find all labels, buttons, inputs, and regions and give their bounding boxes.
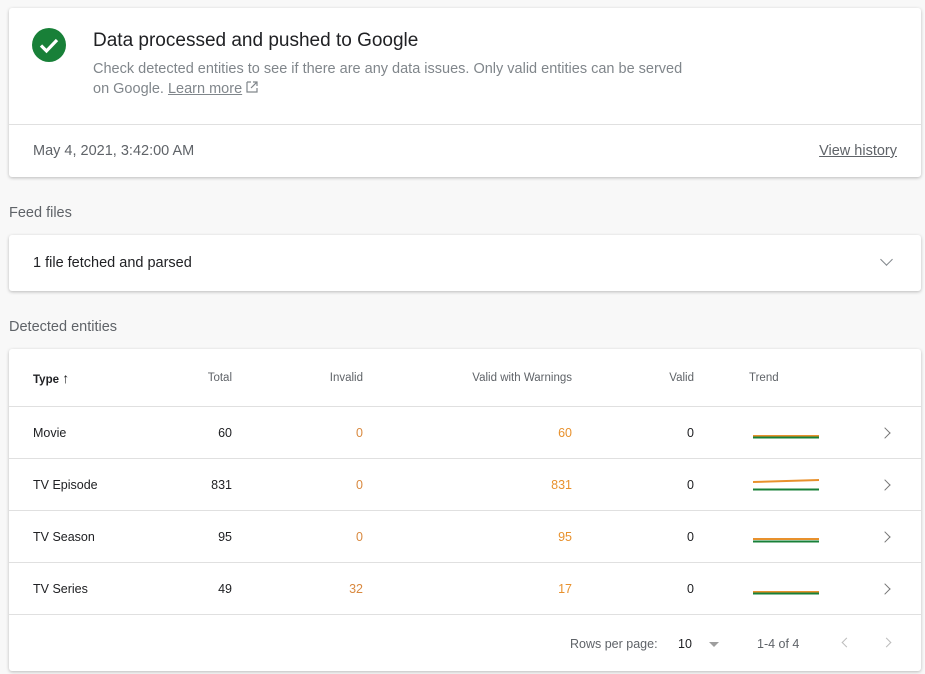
status-card: Data processed and pushed to Google Chec… xyxy=(9,8,921,177)
column-total[interactable]: Total xyxy=(207,371,232,384)
external-link-icon xyxy=(246,81,258,93)
chevron-right-icon[interactable] xyxy=(879,479,891,491)
column-type-sort[interactable]: Type ↑ xyxy=(33,369,70,386)
cell-type: TV Season xyxy=(33,529,95,544)
table-row[interactable]: TV Season 95 0 95 0 xyxy=(9,511,921,563)
feed-files-expander[interactable]: 1 file fetched and parsed xyxy=(9,235,921,291)
cell-valid: 0 xyxy=(687,425,694,440)
table-row[interactable]: Movie 60 0 60 0 xyxy=(9,407,921,459)
status-title: Data processed and pushed to Google xyxy=(93,30,419,51)
arrow-up-icon: ↑ xyxy=(62,369,70,386)
chevron-right-icon[interactable] xyxy=(879,531,891,543)
trend-warning-line xyxy=(752,478,820,483)
cell-warnings: 17 xyxy=(558,581,572,596)
detected-entities-heading: Detected entities xyxy=(9,319,118,335)
column-trend: Trend xyxy=(749,371,779,384)
rows-per-page-label: Rows per page: xyxy=(570,637,658,651)
column-invalid[interactable]: Invalid xyxy=(329,371,363,384)
chevron-right-icon[interactable] xyxy=(879,427,891,439)
chevron-down-icon[interactable] xyxy=(880,253,893,266)
trend-sparkline xyxy=(753,426,819,440)
feed-summary: 1 file fetched and parsed xyxy=(33,255,192,271)
learn-more-link[interactable]: Learn more xyxy=(167,81,243,97)
cell-warnings: 60 xyxy=(558,425,572,440)
cell-invalid: 32 xyxy=(349,581,363,596)
rows-per-page-select[interactable]: 10 xyxy=(678,637,692,651)
cell-warnings: 95 xyxy=(558,529,572,544)
previous-page-icon[interactable] xyxy=(841,637,852,648)
divider xyxy=(9,124,921,125)
page-range: 1-4 of 4 xyxy=(757,637,800,651)
cell-total: 95 xyxy=(218,529,232,544)
cell-warnings: 831 xyxy=(551,477,572,492)
cell-total: 831 xyxy=(211,477,232,492)
cell-total: 49 xyxy=(218,581,232,596)
cell-total: 60 xyxy=(218,425,232,440)
dropdown-caret-icon[interactable] xyxy=(709,642,719,652)
cell-valid: 0 xyxy=(687,581,694,596)
cell-valid: 0 xyxy=(687,477,694,492)
chevron-right-icon[interactable] xyxy=(879,583,891,595)
cell-invalid: 0 xyxy=(356,425,363,440)
column-valid[interactable]: Valid xyxy=(669,371,694,384)
cell-type: TV Episode xyxy=(33,477,98,492)
entities-table: Type ↑ Total Invalid Valid with Warnings… xyxy=(9,349,921,671)
table-row[interactable]: TV Series 49 32 17 0 xyxy=(9,563,921,615)
status-description: Check detected entities to see if there … xyxy=(93,61,683,97)
view-history-link[interactable]: View history xyxy=(819,143,897,159)
cell-type: Movie xyxy=(33,425,67,440)
cell-invalid: 0 xyxy=(356,529,363,544)
table-row[interactable]: TV Episode 831 0 831 0 xyxy=(9,459,921,511)
next-page-icon[interactable] xyxy=(881,637,892,648)
column-warnings[interactable]: Valid with Warnings xyxy=(472,371,572,384)
cell-type: TV Series xyxy=(33,581,88,596)
cell-valid: 0 xyxy=(687,529,694,544)
trend-sparkline xyxy=(753,530,819,544)
table-pagination: Rows per page: 10 1-4 of 4 xyxy=(9,615,921,671)
cell-invalid: 0 xyxy=(356,477,363,492)
timestamp: May 4, 2021, 3:42:00 AM xyxy=(33,143,195,159)
table-header: Type ↑ Total Invalid Valid with Warnings… xyxy=(9,349,921,407)
check-circle-icon xyxy=(32,28,66,62)
trend-sparkline xyxy=(753,582,819,596)
feed-files-heading: Feed files xyxy=(9,205,72,221)
trend-sparkline xyxy=(752,478,820,492)
